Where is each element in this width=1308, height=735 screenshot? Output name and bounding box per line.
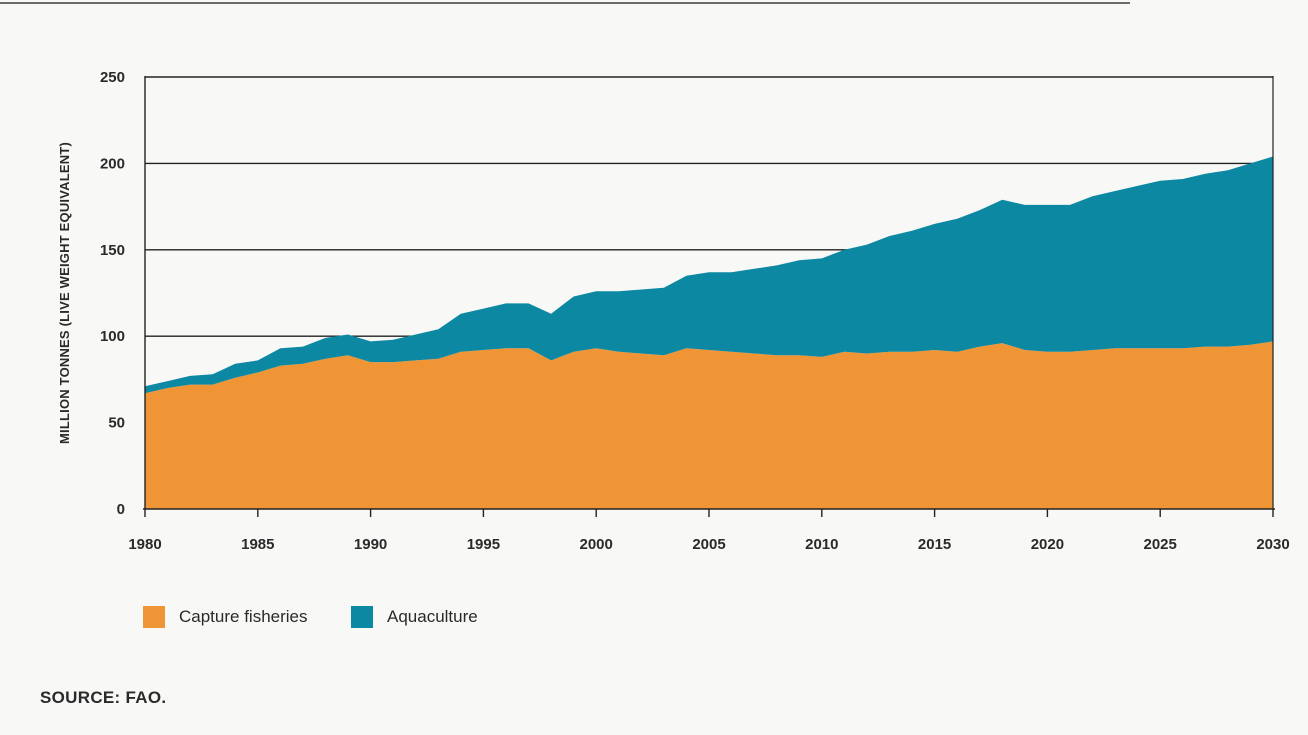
y-tick-label-250: 250 xyxy=(100,69,125,86)
x-tick-label-2000: 2000 xyxy=(580,536,613,553)
x-tick-label-2010: 2010 xyxy=(805,536,838,553)
legend-swatch-capture-fisheries xyxy=(143,606,165,628)
y-tick-label-200: 200 xyxy=(100,155,125,172)
legend-swatch-aquaculture xyxy=(351,606,373,628)
x-tick-label-2005: 2005 xyxy=(692,536,725,553)
y-tick-label-0: 0 xyxy=(117,501,125,518)
x-tick-label-2025: 2025 xyxy=(1144,536,1177,553)
y-tick-label-150: 150 xyxy=(100,242,125,259)
x-tick-label-2015: 2015 xyxy=(918,536,951,553)
y-tick-label-100: 100 xyxy=(100,328,125,345)
y-axis-title: MILLION TONNES (LIVE WEIGHT EQUIVALENT) xyxy=(57,142,72,444)
x-tick-label-1980: 1980 xyxy=(128,536,161,553)
area-series-aquaculture xyxy=(145,156,1273,394)
x-tick-label-1990: 1990 xyxy=(354,536,387,553)
legend-item-capture-fisheries: Capture fisheries xyxy=(143,606,308,628)
legend-label-aquaculture: Aquaculture xyxy=(387,607,478,626)
y-tick-label-50: 50 xyxy=(108,415,125,432)
area-series-capture-fisheries xyxy=(145,341,1273,509)
top-rule xyxy=(0,2,1130,4)
x-tick-label-2030: 2030 xyxy=(1256,536,1289,553)
source-note: SOURCE: FAO. xyxy=(40,688,167,707)
x-tick-label-2020: 2020 xyxy=(1031,536,1064,553)
legend-label-capture-fisheries: Capture fisheries xyxy=(179,607,308,626)
x-tick-label-1995: 1995 xyxy=(467,536,500,553)
legend-item-aquaculture: Aquaculture xyxy=(351,606,478,628)
chart-plot: 0 50 100 150 200 250 1980 1985 1990 1995 2000 2005 2… xyxy=(57,69,1290,553)
x-tick-label-1985: 1985 xyxy=(241,536,274,553)
